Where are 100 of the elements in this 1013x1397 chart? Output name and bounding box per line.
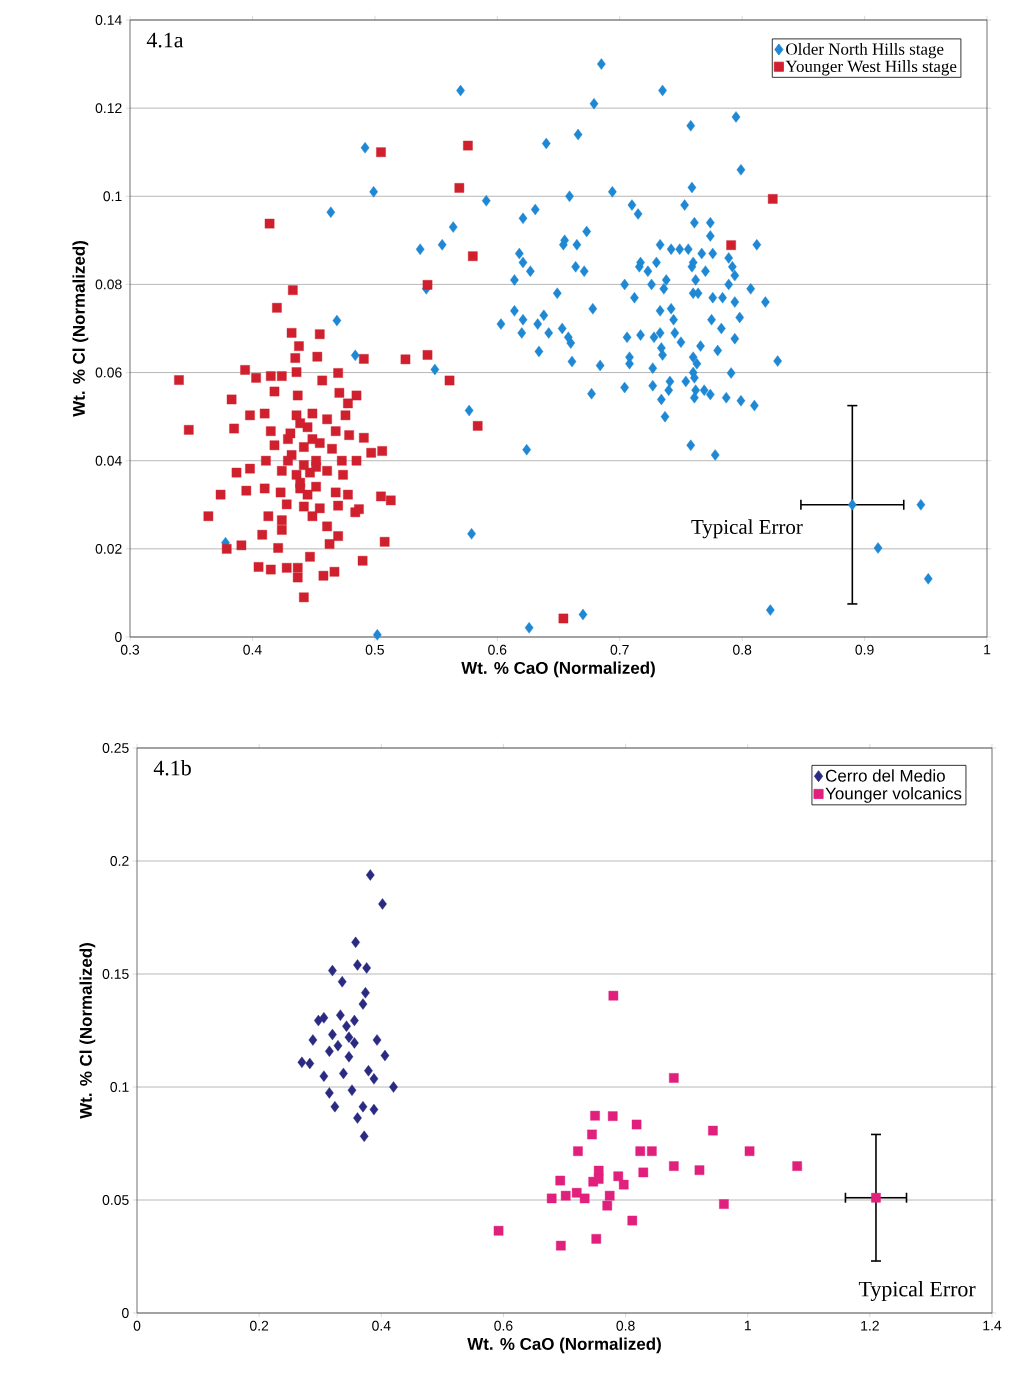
point (669, 1073, 679, 1083)
point (336, 1009, 345, 1021)
point (593, 1165, 604, 1176)
x-tick-label: 0 (133, 1320, 141, 1331)
point (362, 962, 371, 974)
point (573, 1146, 583, 1156)
point (669, 1161, 679, 1171)
legend-label: Older North Hills stage (786, 42, 944, 59)
point (618, 1179, 629, 1190)
point (319, 1070, 329, 1082)
point (871, 1192, 881, 1203)
x-tick-label: 0.8 (733, 644, 752, 655)
point (602, 1200, 613, 1211)
point (590, 1110, 600, 1121)
y-tick-label: 0.2 (110, 856, 129, 866)
point (792, 1161, 802, 1171)
point (364, 1065, 373, 1077)
point (319, 1012, 329, 1024)
y-tick-label: 0.08 (95, 279, 122, 290)
point (347, 1084, 357, 1096)
y-tick-label: 0.25 (102, 743, 129, 753)
x-tick-label: 1 (984, 644, 991, 655)
y-tick-label: 0.12 (95, 103, 122, 114)
annotation: 4.1a (146, 32, 184, 48)
point (389, 1081, 398, 1093)
point (560, 1190, 571, 1201)
point (337, 975, 347, 988)
point (308, 1034, 318, 1046)
y-axis-title: Wt. % Cl (Normalized) (79, 943, 96, 1119)
point (358, 1100, 368, 1113)
point (627, 1215, 638, 1226)
annotation: Typical Error (858, 1281, 976, 1302)
point (579, 1193, 590, 1204)
point (546, 1193, 557, 1204)
point (325, 1045, 334, 1057)
x-tick-label: 0.6 (488, 644, 507, 655)
y-axis-title: Wt. % Cl (Normalized) (72, 241, 89, 417)
legend-label: Younger volcanics (825, 787, 962, 803)
point (719, 1199, 729, 1209)
point (353, 1112, 362, 1124)
point (493, 1225, 504, 1236)
point (556, 1240, 566, 1251)
y-tick-label: 0.04 (95, 455, 122, 466)
x-tick-label: 0.7 (610, 644, 629, 655)
point (330, 1100, 340, 1113)
point (555, 1175, 566, 1186)
x-axis-title: Wt. % CaO (Normalized) (461, 661, 655, 678)
point (372, 1034, 382, 1046)
y-tick-label: 0 (122, 1308, 129, 1318)
point (380, 1049, 390, 1062)
x-tick-label: 0.8 (616, 1320, 635, 1331)
x-tick-label: 1.2 (861, 1320, 879, 1331)
point (344, 1031, 354, 1043)
y-tick-label: 0.02 (95, 543, 122, 554)
point (593, 1174, 604, 1184)
point (378, 898, 387, 910)
point (631, 1119, 642, 1130)
point (359, 1130, 369, 1142)
point (369, 1103, 379, 1116)
point (647, 1146, 657, 1156)
point (607, 1111, 618, 1121)
x-tick-label: 0.3 (120, 644, 140, 655)
y-tick-label: 0.14 (95, 15, 122, 25)
legend-label: Younger West Hills stage (785, 60, 957, 76)
point (344, 1051, 354, 1063)
x-tick-label: 0.2 (250, 1320, 269, 1331)
point (604, 1190, 615, 1201)
point (638, 1167, 649, 1178)
point (694, 1165, 705, 1175)
point (305, 1057, 315, 1070)
x-tick-label: 0.4 (243, 644, 262, 655)
point (350, 1037, 359, 1049)
x-axis-title: Wt. % CaO (Normalized) (467, 1337, 661, 1354)
point (353, 959, 362, 971)
x-tick-label: 1 (744, 1320, 751, 1331)
y-tick-label: 0.05 (102, 1195, 129, 1205)
point (635, 1146, 646, 1156)
legend-label: Cerro del Medio (826, 769, 945, 782)
point (608, 990, 619, 1001)
y-tick-label: 0.1 (110, 1082, 129, 1092)
point (333, 1039, 343, 1052)
point (297, 1056, 307, 1069)
point (325, 1087, 334, 1099)
y-tick-label: 0.15 (102, 969, 129, 979)
annotation: Typical Error (691, 519, 803, 539)
y-tick-label: 0 (115, 632, 122, 642)
x-tick-label: 1.4 (983, 1320, 1002, 1331)
point (613, 1171, 624, 1182)
point (365, 869, 375, 881)
x-tick-label: 0.4 (372, 1320, 391, 1331)
y-tick-label: 0.1 (103, 191, 122, 202)
point (369, 1073, 379, 1085)
x-tick-label: 0.6 (494, 1320, 513, 1331)
point (591, 1234, 602, 1244)
y-tick-label: 0.06 (95, 367, 122, 378)
point (587, 1129, 597, 1140)
point (358, 998, 368, 1010)
x-tick-label: 0.9 (855, 644, 874, 655)
annotation: 4.1b (153, 759, 191, 776)
point (342, 1020, 351, 1032)
